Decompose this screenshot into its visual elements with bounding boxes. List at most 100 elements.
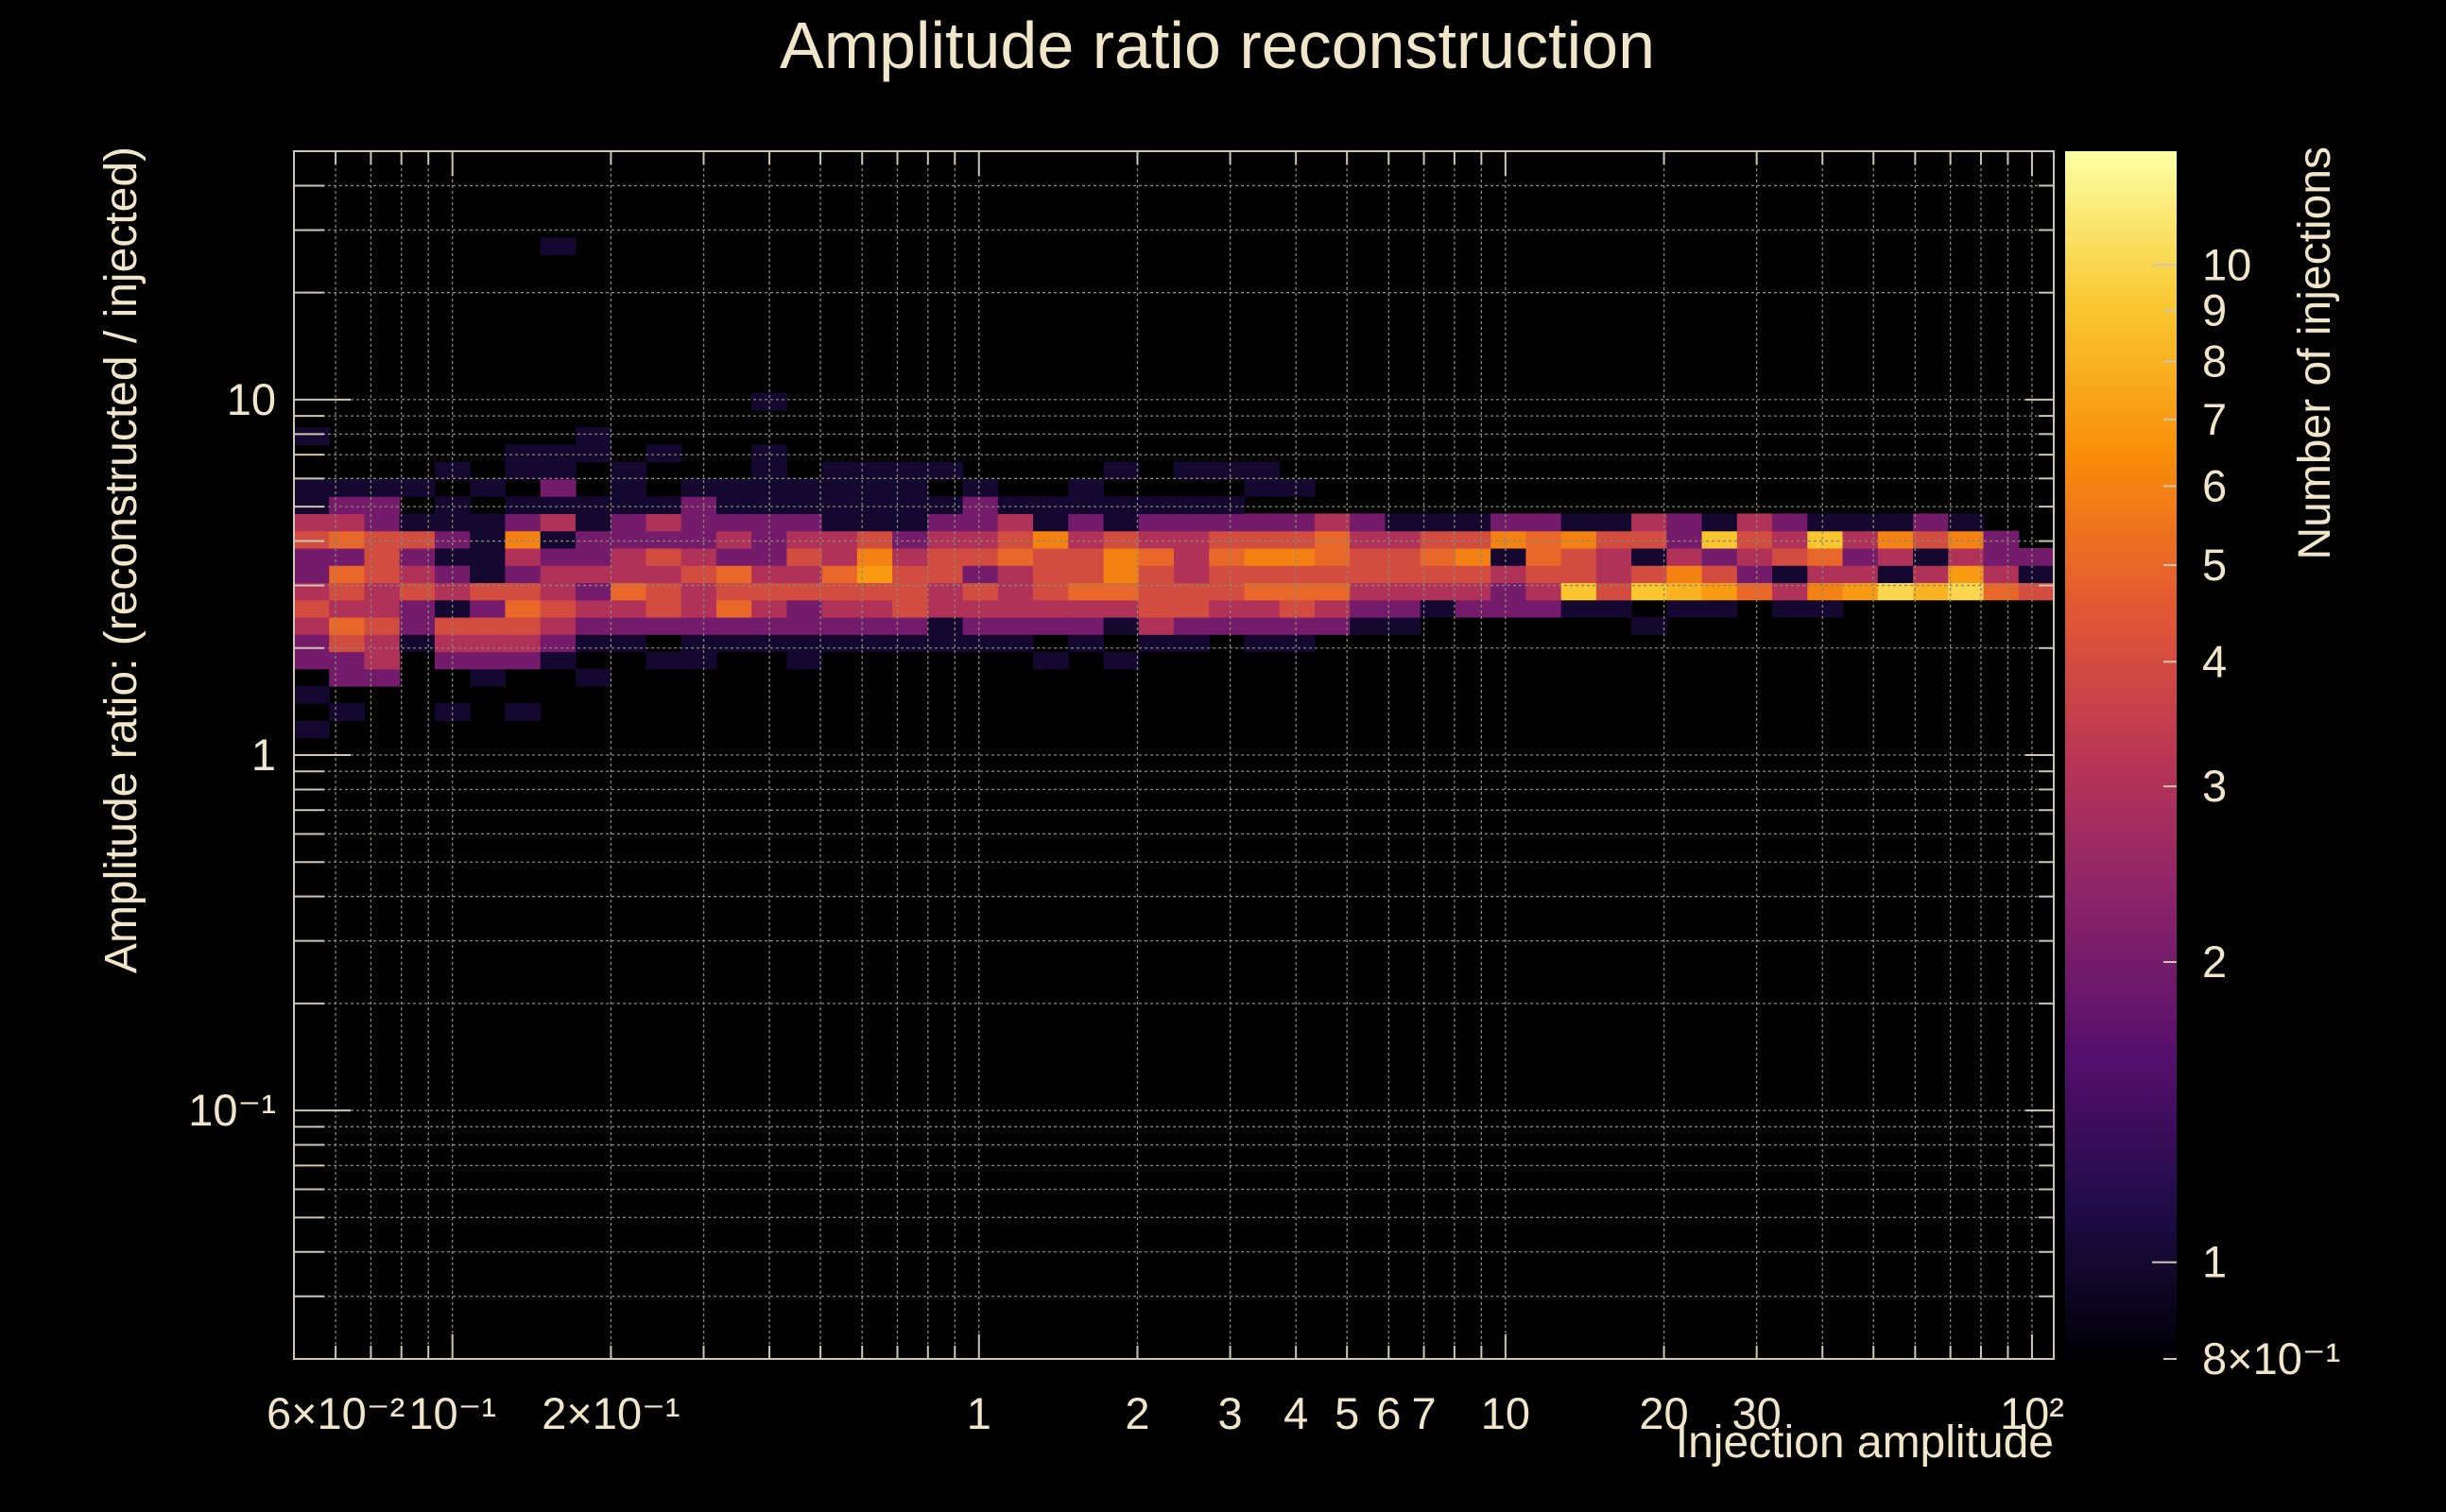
heatmap-cell	[821, 616, 858, 635]
colorbar-segment	[2065, 1283, 2177, 1289]
colorbar-segment	[2065, 886, 2177, 893]
colorbar-segment	[2065, 476, 2177, 483]
heatmap-cell	[1948, 530, 1985, 549]
heatmap-cell	[1174, 634, 1210, 653]
heatmap-cell	[470, 651, 507, 670]
heatmap-cell	[1350, 565, 1387, 584]
heatmap-cell	[364, 599, 401, 618]
heatmap-cell	[646, 530, 682, 549]
colorbar-segment	[2065, 1005, 2177, 1011]
heatmap-cell	[1068, 547, 1105, 566]
heatmap-cell	[399, 616, 436, 635]
colorbar-segment	[2065, 1354, 2177, 1360]
colorbar-segment	[2065, 801, 2177, 808]
heatmap-cell	[1877, 547, 1914, 566]
colorbar-segment	[2065, 1321, 2177, 1327]
colorbar-segment	[2065, 834, 2177, 841]
heatmap-cell	[892, 478, 928, 497]
colorbar-segment	[2065, 434, 2177, 440]
heatmap-cell	[1913, 582, 1949, 601]
heatmap-cell	[1913, 547, 1949, 566]
x-axis-title: Injection amplitude	[1676, 1418, 2054, 1468]
colorbar-segment	[2065, 306, 2177, 313]
heatmap-cell	[540, 547, 577, 566]
heatmap-cell	[856, 513, 893, 532]
heatmap-cell	[611, 461, 646, 480]
heatmap-cell	[1983, 565, 2020, 584]
heatmap-cell	[1525, 582, 1562, 601]
heatmap-cell	[786, 496, 823, 514]
heatmap-cell	[470, 478, 507, 497]
colorbar-segment	[2065, 1288, 2177, 1294]
heatmap-cell	[575, 444, 612, 463]
colorbar-segment	[2065, 557, 2177, 563]
colorbar-segment	[2065, 235, 2177, 242]
heatmap-cell	[1772, 582, 1808, 601]
heatmap-cell	[892, 582, 928, 601]
x-tick-label: 6×10⁻²	[267, 1388, 405, 1438]
colorbar-segment	[2065, 1085, 2177, 1091]
heatmap-cell	[1948, 513, 1985, 532]
x-tick-label: 10⁻¹	[408, 1388, 496, 1438]
colorbar-segment	[2065, 948, 2177, 954]
heatmap-cell	[1666, 582, 1703, 601]
heatmap-cell	[1595, 599, 1632, 618]
colorbar-segment	[2065, 287, 2177, 294]
heatmap-cell	[1842, 582, 1879, 601]
heatmap-cell	[1877, 582, 1914, 601]
heatmap-cell	[751, 565, 787, 584]
heatmap-cell	[715, 496, 752, 514]
heatmap-cell	[505, 616, 542, 635]
heatmap-cell	[1068, 616, 1105, 635]
colorbar-segment	[2065, 391, 2177, 398]
heatmap-cell	[1103, 547, 1140, 566]
colorbar-segment	[2065, 755, 2177, 761]
colorbar-segment	[2065, 853, 2177, 860]
heatmap-cell	[1103, 651, 1140, 670]
heatmap-cell	[1033, 616, 1069, 635]
colorbar-tick-label: 8	[2202, 336, 2227, 387]
heatmap-cell	[294, 427, 330, 445]
heatmap-cell	[1138, 565, 1175, 584]
heatmap-cell	[294, 651, 330, 670]
heatmap-cell	[786, 478, 823, 497]
colorbar-segment	[2065, 1264, 2177, 1270]
colorbar-segment	[2065, 1165, 2177, 1172]
colorbar-segment	[2065, 325, 2177, 332]
heatmap-cell	[715, 478, 752, 497]
colorbar-segment	[2065, 1108, 2177, 1115]
heatmap-cell	[505, 530, 542, 549]
heatmap-cell	[1631, 582, 1667, 601]
heatmap-cell	[786, 513, 823, 532]
colorbar-segment	[2065, 1335, 2177, 1341]
colorbar-segment	[2065, 727, 2177, 732]
colorbar-segment	[2065, 995, 2177, 1002]
heatmap-cell	[821, 565, 858, 584]
heatmap-cell	[927, 599, 964, 618]
heatmap-cell	[1525, 513, 1562, 532]
colorbar-segment	[2065, 188, 2177, 195]
colorbar-segment	[2065, 457, 2177, 464]
heatmap-cell	[575, 547, 612, 566]
colorbar-tick-label: 2	[2202, 936, 2227, 987]
colorbar-segment	[2065, 990, 2177, 997]
colorbar-segment	[2065, 151, 2177, 157]
colorbar-segment	[2065, 967, 2177, 973]
heatmap-cell	[962, 547, 999, 566]
colorbar-segment	[2065, 1146, 2177, 1153]
colorbar-segment	[2065, 934, 2177, 940]
colorbar-segment	[2065, 986, 2177, 992]
heatmap-cell	[751, 530, 787, 549]
heatmap-cell	[399, 565, 436, 584]
heatmap-cell	[680, 651, 717, 670]
colorbar-segment	[2065, 301, 2177, 308]
heatmap-cell	[1279, 513, 1316, 532]
heatmap-cell	[2018, 582, 2055, 601]
heatmap-cell	[646, 444, 682, 463]
heatmap-cell	[399, 547, 436, 566]
heatmap-cell	[1525, 530, 1562, 549]
heatmap-cell	[1174, 582, 1210, 601]
colorbar-segment	[2065, 193, 2177, 199]
colorbar-segment	[2065, 533, 2177, 540]
